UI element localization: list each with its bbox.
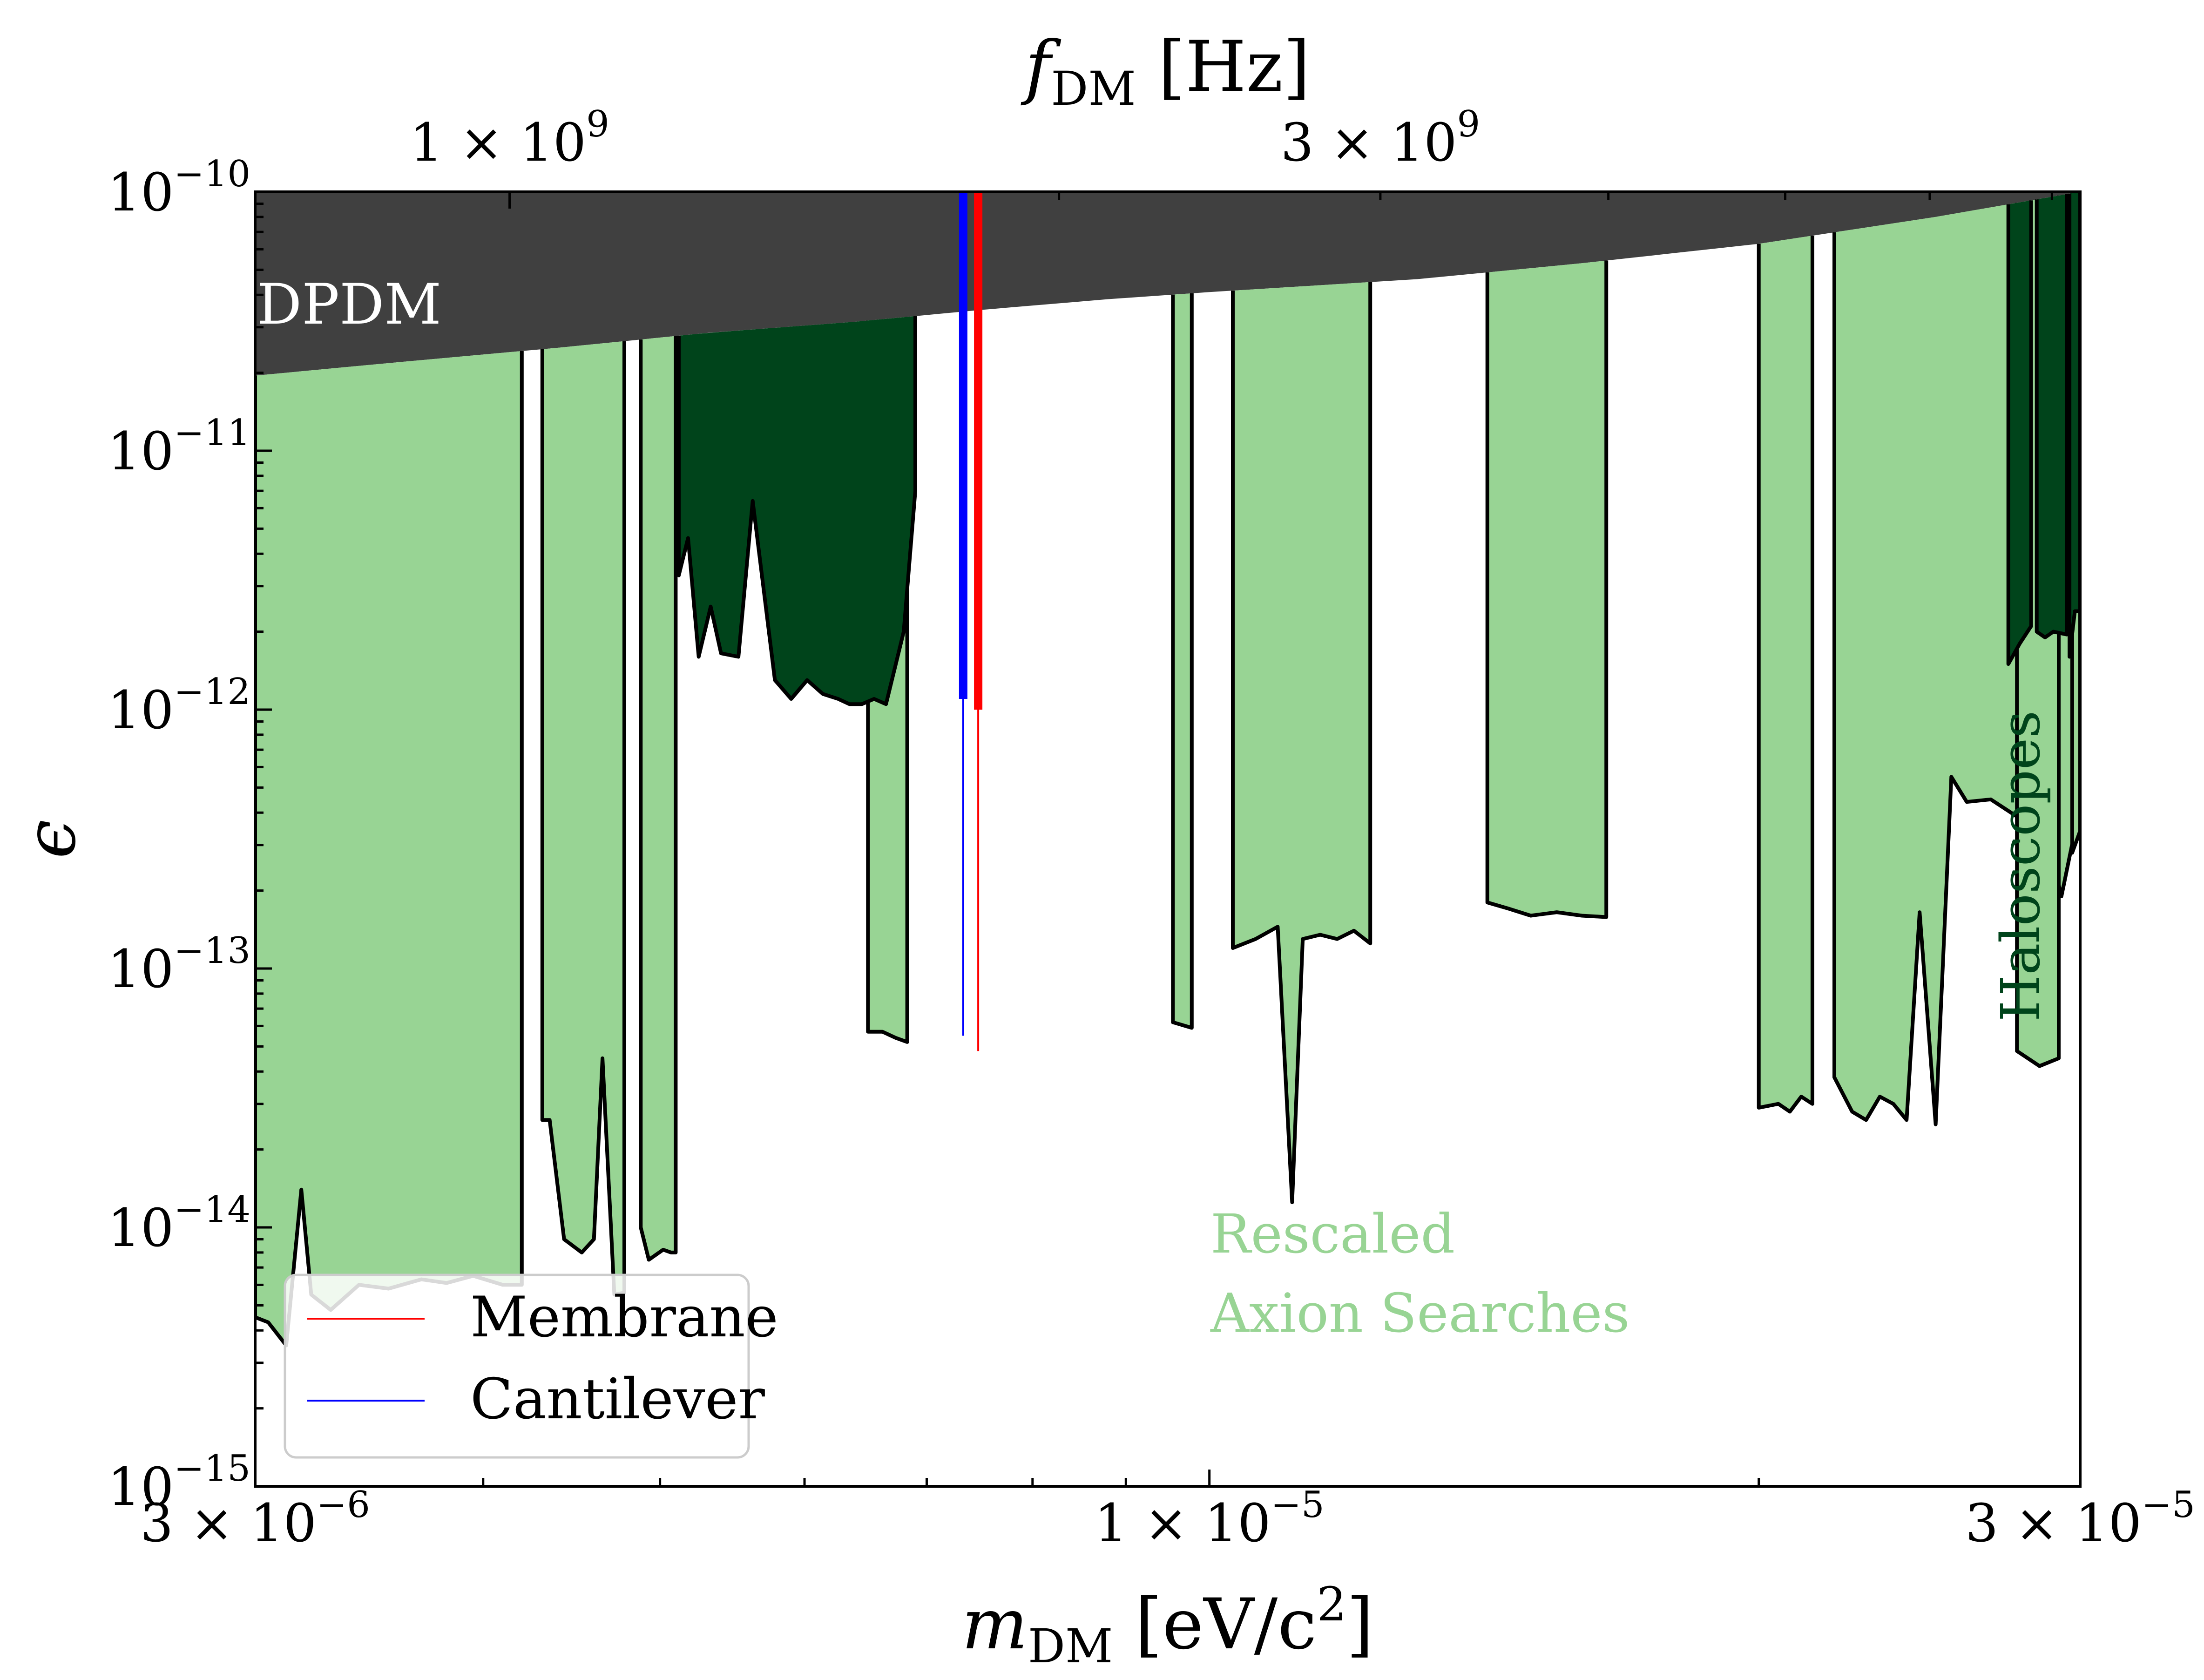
y-tick-label: 10−11 [108,412,250,482]
haloscopes-region-2 [2036,194,2067,637]
rescaled-boundary-7 [1757,236,1814,1114]
rescaled-region-0 [255,351,522,1346]
rescaled-boundary-3 [866,317,909,1044]
detector-lines-layer [959,192,983,1051]
ticks-layer [254,190,2082,1488]
y-tick-label: 10−14 [108,1189,250,1259]
rescaled-region-2 [641,336,676,1260]
rescaled-annotation-line2: Axion Searches [1210,1282,1629,1345]
x-tick-label: 3 × 10−6 [140,1484,370,1554]
haloscopes-region-1 [2008,200,2031,664]
top-tick-label: 3 × 109 [1281,103,1480,173]
y-axis-label: ϵ [10,820,91,859]
legend-label-cantilever: Cantilever [470,1367,765,1432]
plot-frame [254,190,2082,1488]
haloscopes-annotation: Haloscopes [1990,711,2052,1022]
x-axis-label: mDM [eV/c2] [962,1577,1374,1673]
rescaled-region-4 [1173,293,1192,1028]
haloscopes-boundary-0 [677,316,917,706]
rescaled-boundary-9 [2015,196,2061,1068]
haloscopes-region-3 [2069,192,2080,657]
rescaled-annotation-line1: Rescaled [1210,1203,1455,1266]
rescaled-region-6 [1487,260,1607,917]
x-tick-label: 3 × 10−5 [1965,1484,2195,1554]
haloscopes-boundary-1 [2006,200,2033,666]
regions-layer [255,192,2080,1348]
legend: Membrane Cantilever [284,1274,778,1459]
haloscopes-boundary-2 [2035,194,2069,639]
top-tick-label: 1 × 109 [410,103,609,173]
plot-area: DPDM Rescaled Axion Searches Haloscopes [255,192,2080,1348]
rescaled-boundary-5 [1231,282,1372,1205]
haloscopes-boundary-3 [2068,192,2080,659]
rescaled-boundary-6 [1485,260,1609,919]
y-tick-label: 10−15 [108,1448,250,1517]
haloscopes-region-0 [679,316,915,705]
tick-labels-layer: 10−10 10−11 10−12 10−13 10−14 10−153 × 10−6 1 … [108,103,2195,1554]
dpdm-region [255,192,2080,376]
rescaled-region-7 [1758,236,1812,1112]
x-tick-label: 1 × 10−5 [1095,1484,1325,1554]
legend-label-membrane: Membrane [470,1285,778,1350]
y-tick-label: 10−10 [108,153,250,223]
rescaled-boundary-2 [639,336,678,1262]
annotations-layer: DPDM Rescaled Axion Searches Haloscopes [257,272,2052,1345]
dpdm-annotation: DPDM [257,272,441,337]
rescaled-boundary-4 [1171,293,1194,1030]
y-tick-label: 10−13 [108,930,250,1000]
top-axis-label: fDM [Hz] [1021,27,1311,116]
y-tick-label: 10−12 [108,671,250,741]
rescaled-region-1 [542,341,624,1295]
legend-box [284,1274,750,1459]
rescaled-region-5 [1233,282,1371,1203]
